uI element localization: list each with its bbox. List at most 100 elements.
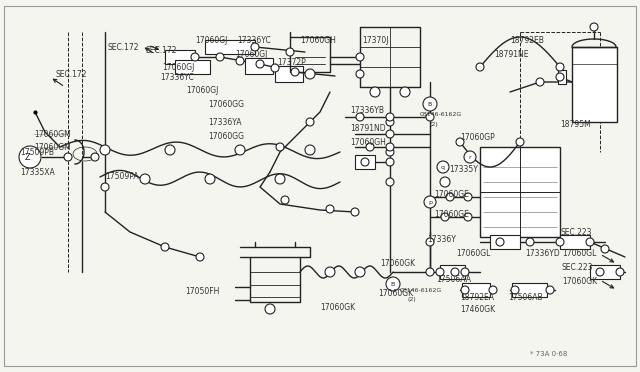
Circle shape xyxy=(424,196,436,208)
Circle shape xyxy=(400,87,410,97)
Circle shape xyxy=(386,113,394,121)
Text: (2): (2) xyxy=(408,298,417,302)
Circle shape xyxy=(386,143,394,151)
Circle shape xyxy=(489,286,497,294)
Bar xyxy=(590,265,620,279)
Circle shape xyxy=(140,174,150,184)
Circle shape xyxy=(165,145,175,155)
Text: SEC.223: SEC.223 xyxy=(561,228,593,237)
Circle shape xyxy=(386,178,394,186)
Circle shape xyxy=(325,267,335,277)
Text: 17336YB: 17336YB xyxy=(350,106,384,115)
Text: 17335Y: 17335Y xyxy=(449,164,478,173)
Text: p: p xyxy=(428,199,432,205)
Text: * 73A 0·68: * 73A 0·68 xyxy=(530,351,568,357)
Circle shape xyxy=(275,174,285,184)
Circle shape xyxy=(276,143,284,151)
Circle shape xyxy=(205,174,215,184)
Circle shape xyxy=(441,213,449,221)
Circle shape xyxy=(356,113,364,121)
Circle shape xyxy=(235,145,245,155)
Circle shape xyxy=(291,68,299,76)
Circle shape xyxy=(370,87,380,97)
Circle shape xyxy=(361,158,369,166)
Text: 17060GJ: 17060GJ xyxy=(186,86,218,94)
Circle shape xyxy=(386,158,394,166)
Circle shape xyxy=(355,267,365,277)
Text: 17060GG: 17060GG xyxy=(208,131,244,141)
Text: SEC.223: SEC.223 xyxy=(562,263,593,272)
Circle shape xyxy=(356,70,364,78)
Text: q: q xyxy=(441,164,445,170)
Circle shape xyxy=(536,78,544,86)
Circle shape xyxy=(281,196,289,204)
Circle shape xyxy=(306,118,314,126)
Circle shape xyxy=(216,53,224,61)
Circle shape xyxy=(437,161,449,173)
Circle shape xyxy=(446,193,454,201)
Circle shape xyxy=(456,138,464,146)
Circle shape xyxy=(511,286,519,294)
Circle shape xyxy=(440,177,450,187)
Circle shape xyxy=(461,286,469,294)
Circle shape xyxy=(464,151,476,163)
Text: 17060GL: 17060GL xyxy=(456,250,490,259)
Circle shape xyxy=(586,238,594,246)
Circle shape xyxy=(356,53,364,61)
Bar xyxy=(558,70,566,84)
Circle shape xyxy=(286,48,294,56)
Circle shape xyxy=(601,245,609,253)
Text: 18792EB: 18792EB xyxy=(510,35,544,45)
Text: (2): (2) xyxy=(430,122,439,126)
Circle shape xyxy=(423,97,437,111)
Circle shape xyxy=(546,286,554,294)
Circle shape xyxy=(256,60,264,68)
Text: SEC.172: SEC.172 xyxy=(107,42,138,51)
Circle shape xyxy=(305,69,315,79)
Circle shape xyxy=(426,238,434,246)
Text: 17336YC: 17336YC xyxy=(237,35,271,45)
Text: 17060GE: 17060GE xyxy=(434,189,469,199)
Text: 17336YD: 17336YD xyxy=(525,250,560,259)
Circle shape xyxy=(271,64,279,72)
Text: 17060GJ: 17060GJ xyxy=(162,62,195,71)
Bar xyxy=(175,60,210,74)
Text: Z: Z xyxy=(24,153,30,161)
Circle shape xyxy=(386,277,400,291)
Circle shape xyxy=(306,70,314,78)
Text: 18795M: 18795M xyxy=(560,119,591,128)
Text: 17509PA: 17509PA xyxy=(105,171,139,180)
Circle shape xyxy=(196,253,204,261)
Circle shape xyxy=(265,304,275,314)
Bar xyxy=(480,147,560,237)
Bar xyxy=(572,47,617,122)
Text: 17506AA: 17506AA xyxy=(436,276,471,285)
Circle shape xyxy=(516,138,524,146)
Text: 17336YA: 17336YA xyxy=(208,118,241,126)
Circle shape xyxy=(386,118,394,126)
Text: 08146-6162G: 08146-6162G xyxy=(400,288,442,292)
Text: 17060GH: 17060GH xyxy=(300,35,336,45)
Text: SEC.172: SEC.172 xyxy=(145,45,177,55)
Text: B: B xyxy=(391,282,395,286)
Text: 17060GJ: 17060GJ xyxy=(235,49,268,58)
Text: 17336YC: 17336YC xyxy=(160,73,194,81)
Circle shape xyxy=(616,268,624,276)
Text: 17060GP: 17060GP xyxy=(460,132,495,141)
Circle shape xyxy=(366,143,374,151)
Bar xyxy=(205,40,255,54)
Circle shape xyxy=(556,238,564,246)
Circle shape xyxy=(161,243,169,251)
Circle shape xyxy=(590,23,598,31)
Text: 18792EA: 18792EA xyxy=(460,294,494,302)
Circle shape xyxy=(436,268,444,276)
Circle shape xyxy=(386,130,394,138)
Circle shape xyxy=(386,148,394,156)
Circle shape xyxy=(100,145,110,155)
Circle shape xyxy=(101,183,109,191)
Circle shape xyxy=(461,268,469,276)
Bar xyxy=(275,66,303,82)
Text: 17370J: 17370J xyxy=(362,35,388,45)
Circle shape xyxy=(556,73,564,81)
Text: 17060GL: 17060GL xyxy=(562,250,596,259)
